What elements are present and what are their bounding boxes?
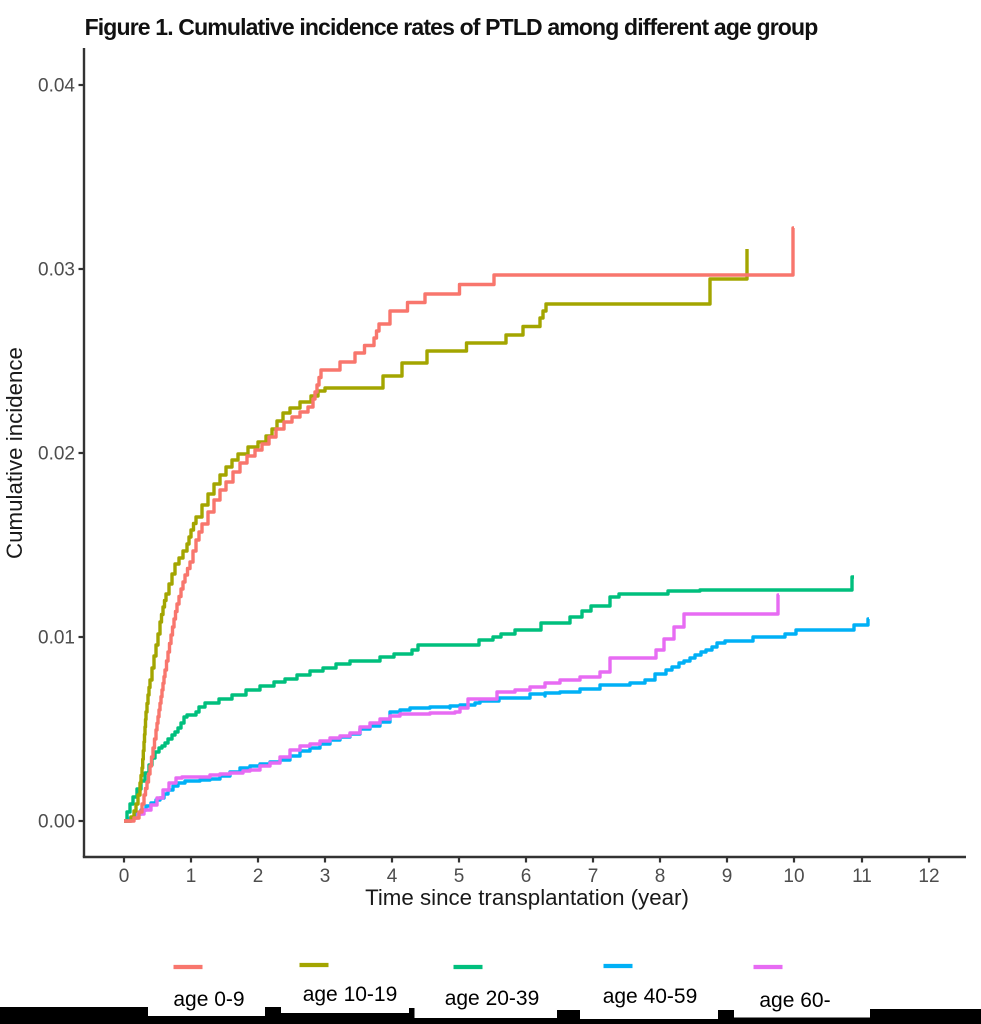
svg-text:0.03: 0.03: [38, 260, 75, 281]
svg-text:age 10-19: age 10-19: [303, 983, 398, 1006]
svg-text:3: 3: [320, 866, 331, 887]
svg-text:5: 5: [454, 866, 465, 887]
svg-text:0.02: 0.02: [38, 444, 75, 465]
svg-text:Cumulative incidence: Cumulative incidence: [2, 347, 27, 559]
svg-text:0.04: 0.04: [38, 76, 75, 97]
svg-text:Figure 1. Cumulative incidence: Figure 1. Cumulative incidence rates of …: [85, 14, 819, 40]
svg-text:6: 6: [521, 866, 532, 887]
svg-text:11: 11: [852, 866, 872, 887]
svg-text:age 60-: age 60-: [759, 989, 830, 1012]
svg-text:0.00: 0.00: [38, 812, 75, 833]
svg-text:9: 9: [722, 866, 733, 887]
svg-text:7: 7: [588, 866, 599, 887]
svg-text:4: 4: [387, 866, 398, 887]
svg-text:8: 8: [655, 866, 666, 887]
svg-text:age 40-59: age 40-59: [603, 985, 698, 1008]
svg-text:0: 0: [119, 866, 130, 887]
svg-text:2: 2: [253, 866, 264, 887]
svg-text:age 20-39: age 20-39: [445, 987, 540, 1010]
svg-text:age 0-9: age 0-9: [173, 988, 244, 1011]
svg-text:12: 12: [918, 866, 939, 887]
svg-text:0.01: 0.01: [38, 628, 75, 649]
svg-text:Time since transplantation (ye: Time since transplantation (year): [365, 885, 689, 910]
svg-text:10: 10: [783, 866, 804, 887]
svg-text:1: 1: [186, 866, 197, 887]
